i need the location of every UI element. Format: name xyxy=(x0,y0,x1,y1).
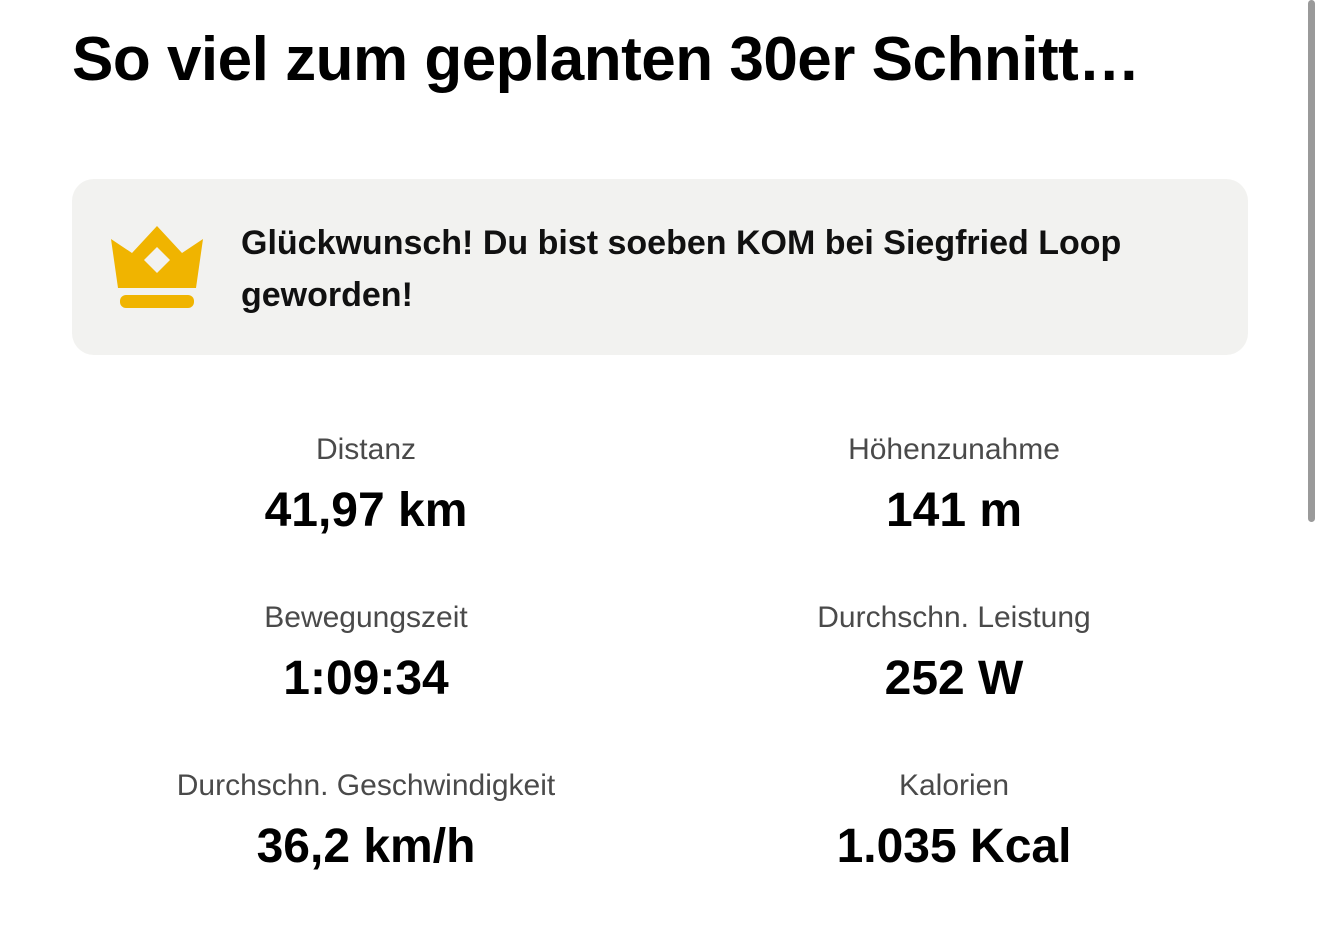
stat-label: Bewegungszeit xyxy=(264,601,468,634)
crown-icon xyxy=(111,226,203,308)
activity-title: So viel zum geplanten 30er Schnitt… xyxy=(72,25,1140,94)
achievement-banner[interactable]: Glückwunsch! Du bist soeben KOM bei Sieg… xyxy=(72,179,1248,355)
stat-value: 41,97 km xyxy=(264,484,468,537)
stat-label: Höhenzunahme xyxy=(848,433,1060,466)
achievement-message: Glückwunsch! Du bist soeben KOM bei Sieg… xyxy=(241,224,1122,314)
stat-value: 1.035 Kcal xyxy=(836,820,1072,873)
stat-distance: Distanz 41,97 km xyxy=(106,432,626,540)
stat-avg-power: Durchschn. Leistung 252 W xyxy=(694,600,1214,708)
stat-value: 141 m xyxy=(885,484,1023,537)
scrollbar-thumb[interactable] xyxy=(1308,0,1315,522)
stat-label: Distanz xyxy=(315,433,417,466)
stat-value: 1:09:34 xyxy=(283,652,449,705)
stat-elevation-gain: Höhenzunahme 141 m xyxy=(694,432,1214,540)
scrollbar[interactable] xyxy=(1302,0,1320,931)
stat-calories: Kalorien 1.035 Kcal xyxy=(694,768,1214,876)
stat-value: 252 W xyxy=(884,652,1024,705)
stat-moving-time: Bewegungszeit 1:09:34 xyxy=(106,600,626,708)
stat-label: Durchschn. Geschwindigkeit xyxy=(176,769,556,802)
stat-label: Durchschn. Leistung xyxy=(817,601,1091,634)
stat-avg-speed: Durchschn. Geschwindigkeit 36,2 km/h xyxy=(106,768,626,876)
stat-value: 36,2 km/h xyxy=(256,820,476,873)
stat-label: Kalorien xyxy=(898,769,1010,802)
